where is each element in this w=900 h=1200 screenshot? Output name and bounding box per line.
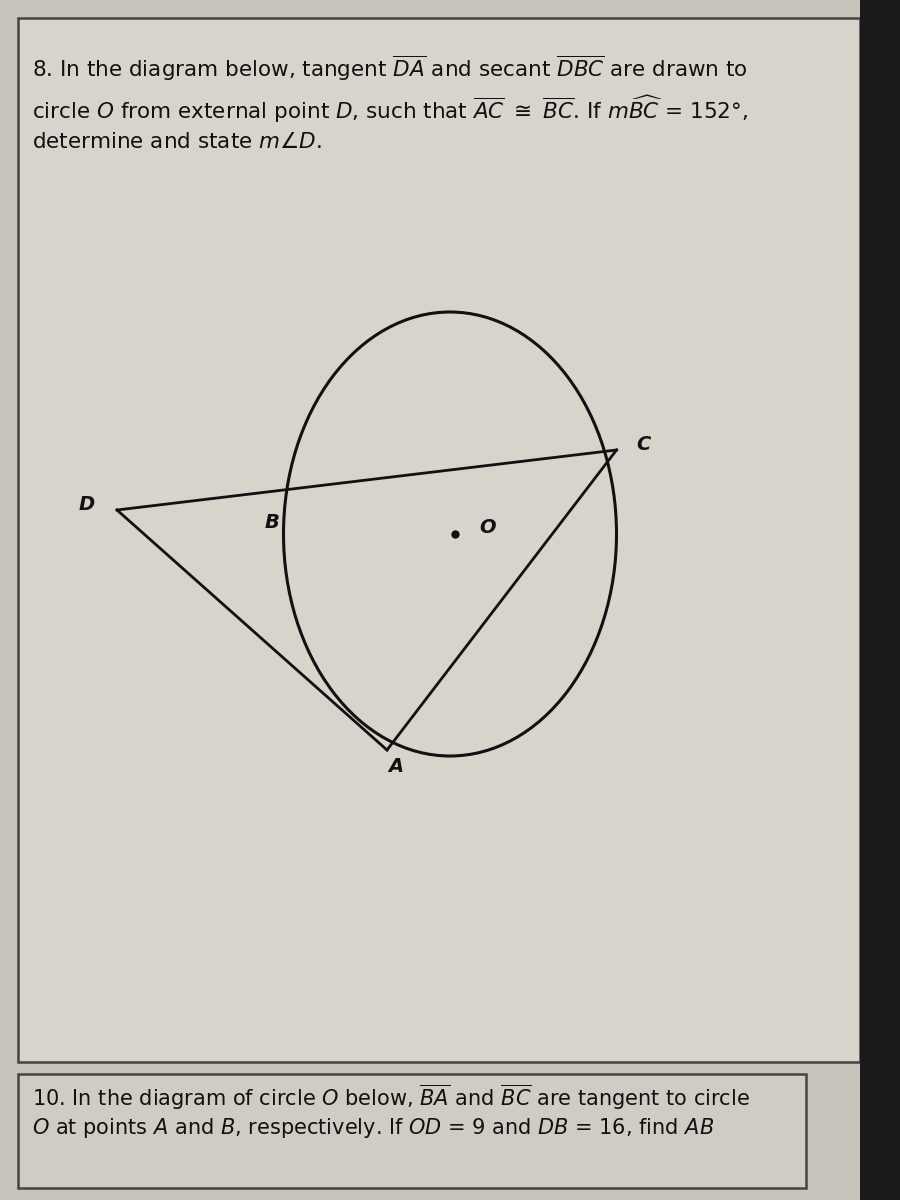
Bar	[860, 0, 900, 1200]
Text: 8. In the diagram below, tangent $\overline{DA}$ and secant $\overline{DBC}$ are: 8. In the diagram below, tangent $\overl…	[32, 54, 747, 83]
Text: D: D	[78, 494, 94, 514]
Text: circle $O$ from external point $D$, such that $\overline{AC}$ $\cong$ $\overline: circle $O$ from external point $D$, such…	[32, 94, 748, 125]
Text: $O$ at points $A$ and $B$, respectively. If $OD$ = 9 and $DB$ = 16, find $AB$: $O$ at points $A$ and $B$, respectively.…	[32, 1116, 714, 1140]
Text: B: B	[264, 512, 279, 532]
Text: determine and state $m\angle D$.: determine and state $m\angle D$.	[32, 131, 321, 151]
Text: C: C	[636, 434, 651, 454]
FancyBboxPatch shape	[18, 1074, 806, 1188]
FancyBboxPatch shape	[18, 18, 860, 1062]
Text: 10. In the diagram of circle $O$ below, $\overline{BA}$ and $\overline{BC}$ are : 10. In the diagram of circle $O$ below, …	[32, 1082, 750, 1111]
Text: O: O	[480, 518, 496, 538]
Text: A: A	[389, 757, 403, 776]
